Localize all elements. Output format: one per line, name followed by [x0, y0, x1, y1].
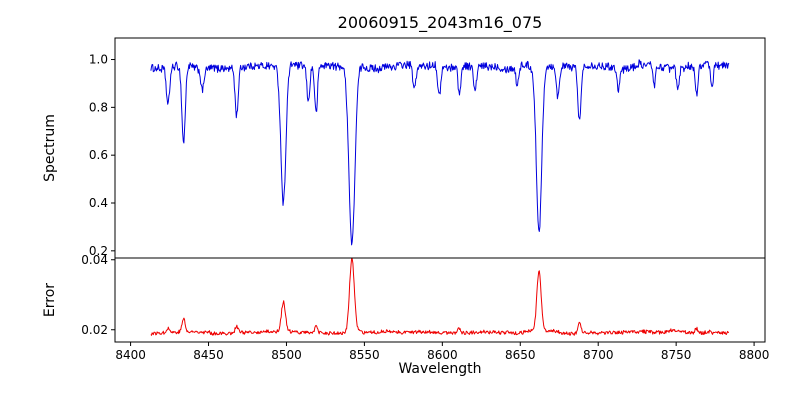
error-axes-border [114, 257, 766, 343]
x-tick-label: 8550 [349, 348, 380, 362]
x-tick-label: 8750 [661, 348, 692, 362]
x-tick-label: 8450 [193, 348, 224, 362]
spectrum-axes-border [114, 37, 766, 259]
x-tick-label: 8400 [115, 348, 146, 362]
error-line [150, 258, 730, 336]
y-axis-label-spectrum: Spectrum [42, 114, 58, 182]
chart-title: 20060915_2043m16_075 [337, 13, 543, 32]
x-tick-label: 8800 [739, 348, 770, 362]
y-axis-label-error: Error [42, 282, 58, 318]
x-tick-label: 8600 [427, 348, 458, 362]
spectrum-line [150, 59, 730, 246]
error-y-tick-label: 0.04 [81, 253, 108, 267]
spectrum-y-tick-label: 0.2 [89, 244, 108, 258]
spectrum-y-tick-label: 0.6 [89, 148, 108, 162]
error-y-tick-label: 0.02 [81, 323, 108, 337]
x-axis-label: Wavelength [398, 361, 482, 377]
x-tick-label: 8650 [505, 348, 536, 362]
spectrum-y-tick-label: 0.8 [89, 100, 108, 114]
x-tick-label: 8500 [271, 348, 302, 362]
spectrum-y-tick-label: 1.0 [89, 53, 108, 67]
spectrum-y-tick-label: 0.4 [89, 196, 108, 210]
x-tick-label: 8700 [583, 348, 614, 362]
